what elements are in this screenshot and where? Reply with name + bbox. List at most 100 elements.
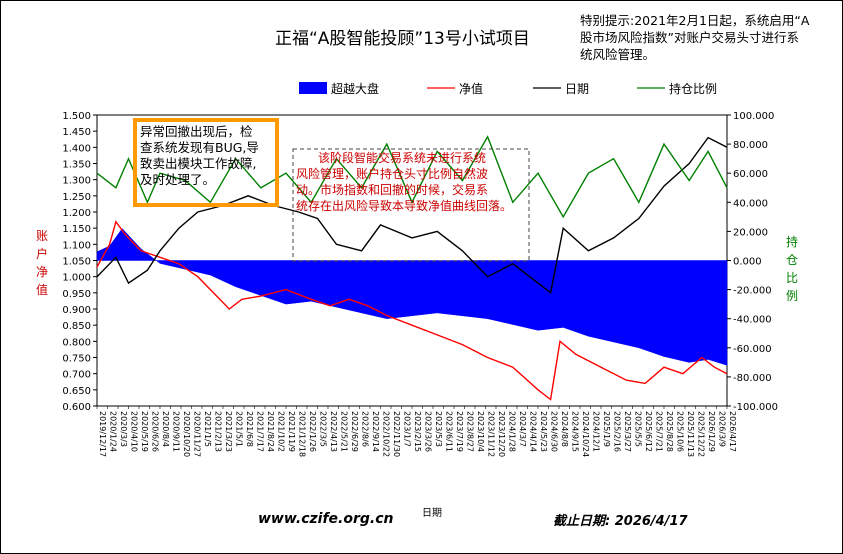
y-tick-label-left: 0.800 bbox=[62, 337, 91, 348]
ylabel-right-char: 例 bbox=[786, 289, 798, 303]
x-tick-label: 2021/10/2 bbox=[277, 411, 286, 452]
x-tick-label: 2026/1/29 bbox=[707, 411, 716, 452]
x-tick-label: 2020/11/27 bbox=[193, 411, 202, 457]
ylabel-right-char: 持 bbox=[786, 234, 798, 249]
y-tick-label-right: -20.000 bbox=[733, 286, 772, 297]
y-tick-label-left: 1.050 bbox=[62, 257, 91, 268]
x-tick-label: 2022/1/26 bbox=[308, 411, 317, 452]
x-tick-label: 2023/8/27 bbox=[466, 411, 475, 452]
notice-line-2: 股市场风险指数”对账户交易头寸进行系 bbox=[580, 30, 799, 45]
x-tick-label: 2020/5/19 bbox=[140, 411, 149, 452]
legend: 超越大盘 净值 日期 持仓比例 bbox=[299, 81, 717, 96]
x-tick-label: 2020/3/3 bbox=[119, 411, 128, 447]
y-tick-label-left: 1.150 bbox=[62, 224, 91, 235]
y-tick-label-right: 100.000 bbox=[733, 111, 774, 122]
y-tick-label-left: 0.600 bbox=[62, 402, 91, 413]
x-tick-label: 2023/6/11 bbox=[445, 411, 454, 452]
x-tick-label: 2026/4/17 bbox=[728, 411, 737, 452]
ylabel-right-char: 仓 bbox=[786, 253, 798, 267]
annotation-center-line-4: 统存在出风险导致本导致净值曲线回落。 bbox=[296, 198, 512, 213]
ylabel-left-char: 值 bbox=[36, 282, 48, 297]
y-tick-label-right: 80.000 bbox=[733, 140, 768, 151]
series-line-2 bbox=[96, 136, 728, 295]
x-tick-label: 2026/3/9 bbox=[718, 411, 727, 447]
notice-line-3: 统风险管理。 bbox=[580, 47, 655, 62]
y-tick-label-right: 40.000 bbox=[733, 198, 768, 209]
y-tick-label-left: 1.100 bbox=[62, 240, 91, 251]
x-tick-label: 2020/8/4 bbox=[161, 411, 170, 447]
x-tick-label: 2024/5/23 bbox=[539, 411, 548, 452]
y-tick-label-left: 1.300 bbox=[62, 176, 91, 187]
x-tick-label: 2023/7/19 bbox=[455, 411, 464, 452]
x-tick-label: 2024/12/1 bbox=[592, 411, 601, 452]
series-area-0 bbox=[96, 228, 728, 366]
x-tick-label: 2025/1/9 bbox=[602, 411, 611, 447]
annotation-left-line-1: 异常回撤出现后，检 bbox=[140, 124, 253, 139]
x-tick-label: 2022/5/21 bbox=[340, 411, 349, 452]
y-tick-label-left: 0.650 bbox=[62, 386, 91, 397]
x-tick-label: 2020/1/24 bbox=[109, 411, 118, 452]
x-tick-label: 2021/6/8 bbox=[245, 411, 254, 447]
x-tick-label: 2019/12/17 bbox=[98, 411, 107, 457]
x-tick-label: 2025/11/13 bbox=[686, 411, 695, 457]
annotation-left-line-3: 致卖出模块工作故障, bbox=[140, 156, 256, 171]
footer-cutoff: 截止日期: 2026/4/17 bbox=[553, 513, 688, 529]
x-tick-label: 2022/8/6 bbox=[361, 411, 370, 447]
y-tick-label-left: 1.250 bbox=[62, 192, 91, 203]
annotation-center-line-3: 动。市场指数和回撤的时候，交易系 bbox=[296, 182, 488, 197]
x-tick-label: 2025/2/16 bbox=[613, 411, 622, 452]
y-tick-label-left: 1.350 bbox=[62, 160, 91, 171]
annotation-left-line-4: 及时处理了。 bbox=[140, 172, 215, 187]
series-layer bbox=[96, 135, 728, 401]
ylabel-left-char: 户 bbox=[36, 246, 48, 261]
x-tick-label: 2021/1/5 bbox=[203, 411, 212, 447]
x-tick-label: 2024/9/15 bbox=[571, 411, 580, 452]
y-tick-label-left: 0.750 bbox=[62, 354, 91, 365]
x-tick-label: 2022/3/5 bbox=[319, 411, 328, 447]
y-tick-label-left: 1.400 bbox=[62, 143, 91, 154]
y-tick-label-right: -80.000 bbox=[733, 373, 772, 384]
x-tick-label: 2022/4/13 bbox=[329, 411, 338, 452]
series-line-1 bbox=[96, 220, 728, 401]
x-tick-label: 2023/5/3 bbox=[434, 411, 443, 447]
y-tick-label-right: -40.000 bbox=[733, 315, 772, 326]
x-tick-label: 2023/3/26 bbox=[424, 411, 433, 452]
x-tick-label: 2022/9/14 bbox=[371, 411, 380, 452]
y-axis-right: 100.000 80.000 60.000 40.000 20.000 0.000 -20.… bbox=[727, 111, 778, 413]
x-tick-label: 2020/6/26 bbox=[151, 411, 160, 452]
y-tick-label-right: -100.000 bbox=[733, 402, 778, 413]
annotation-left-box bbox=[133, 118, 279, 207]
legend-label-3: 持仓比例 bbox=[669, 81, 717, 96]
x-tick-label: 2024/4/14 bbox=[529, 411, 538, 452]
x-tick-label: 2024/10/24 bbox=[581, 411, 590, 457]
footer-website: www.czife.org.cn bbox=[258, 511, 394, 527]
x-tick-label: 2023/2/15 bbox=[413, 411, 422, 452]
x-tick-label: 2020/9/11 bbox=[172, 411, 181, 452]
x-axis: 2019/12/17 2020/1/24 2020/3/3 2020/4/10 2020… bbox=[96, 406, 737, 457]
x-tick-label: 2020/10/20 bbox=[182, 411, 191, 457]
x-tick-label: 2020/4/10 bbox=[130, 411, 139, 452]
x-tick-label: 2021/8/24 bbox=[266, 411, 275, 452]
annotation-center-line-1: 该阶段智能交易系统未进行系统 bbox=[318, 150, 486, 165]
x-tick-label: 2024/1/28 bbox=[508, 411, 517, 452]
legend-swatch-area bbox=[299, 82, 327, 94]
x-axis-title: 日期 bbox=[422, 507, 442, 519]
y-axis-right-title: 持仓比例 bbox=[786, 234, 798, 303]
y-tick-label-left: 1.500 bbox=[62, 111, 91, 122]
x-tick-label: 2025/7/21 bbox=[655, 411, 664, 452]
x-tick-label: 2024/8/8 bbox=[560, 411, 569, 447]
legend-label-0: 超越大盘 bbox=[331, 81, 379, 96]
x-tick-label: 2023/11/12 bbox=[487, 411, 496, 457]
y-tick-label-right: 60.000 bbox=[733, 169, 768, 180]
x-tick-label: 2022/11/30 bbox=[392, 411, 401, 457]
y-axis-left: 1.500 1.450 1.400 1.350 1.300 1.250 1.200 1.150… bbox=[62, 111, 97, 413]
x-tick-label: 2025/6/12 bbox=[644, 411, 653, 452]
ylabel-right-char: 比 bbox=[786, 271, 798, 285]
ylabel-left-char: 账 bbox=[36, 229, 48, 243]
y-tick-label-left: 1.200 bbox=[62, 208, 91, 219]
y-tick-label-right: -60.000 bbox=[733, 344, 772, 355]
x-tick-label: 2024/3/7 bbox=[518, 411, 527, 447]
annotation-center-line-2: 风险管理，账户持仓头寸比例自然波 bbox=[296, 166, 488, 181]
